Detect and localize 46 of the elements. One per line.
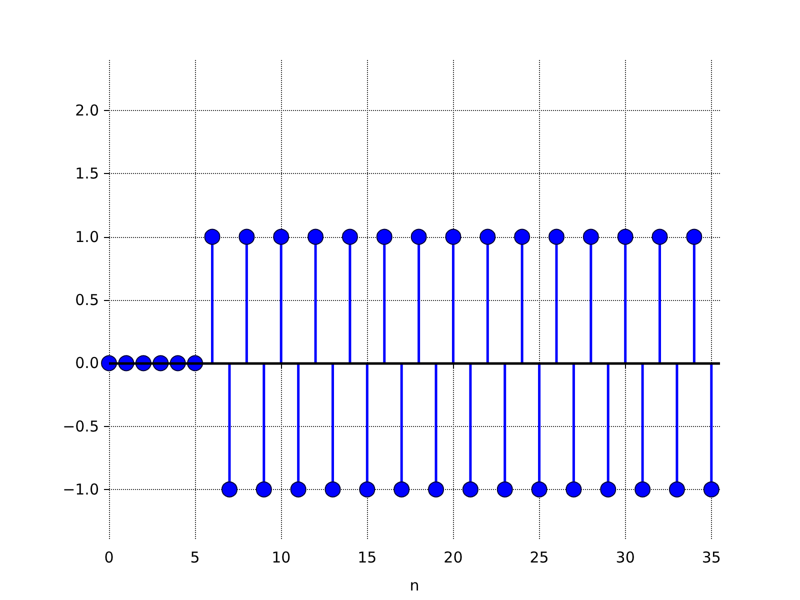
point: [376, 228, 392, 245]
point: [703, 481, 720, 498]
point: [652, 228, 668, 245]
point: [617, 228, 634, 245]
point: [221, 481, 238, 498]
point: [359, 481, 376, 498]
point: [582, 228, 599, 245]
point: [238, 228, 255, 245]
point: [462, 481, 478, 498]
y-tick-label: 1.5: [75, 164, 99, 183]
point: [204, 228, 220, 245]
x-tick-label: 5: [190, 548, 200, 566]
point: [290, 481, 306, 498]
x-tick-label: 25: [530, 548, 549, 566]
point: [273, 228, 290, 245]
y-tick-label: −0.5: [62, 417, 99, 436]
point: [410, 228, 427, 245]
point: [496, 481, 513, 498]
x-axis-title: n: [410, 576, 420, 594]
x-tick-label: 35: [702, 548, 721, 566]
y-tick-label: −1.0: [62, 480, 99, 498]
y-tick-label: 1.0: [75, 228, 99, 246]
y-tick-label: 0.0: [75, 354, 99, 372]
y-tick-label: 0.5: [75, 291, 99, 309]
point: [342, 228, 358, 245]
point: [324, 481, 341, 498]
point: [548, 228, 564, 245]
x-tick-label: 0: [104, 548, 114, 566]
point: [600, 481, 616, 498]
point: [686, 228, 702, 245]
point: [634, 481, 651, 498]
point: [428, 481, 444, 498]
x-tick-label: 20: [444, 548, 463, 566]
point: [668, 481, 685, 498]
point: [566, 481, 582, 498]
x-tick-label: 10: [272, 548, 291, 566]
point: [308, 228, 324, 245]
y-tick-label: 2.0: [75, 102, 99, 120]
point: [531, 481, 548, 498]
point: [514, 228, 530, 245]
point: [480, 228, 496, 245]
point: [256, 481, 272, 498]
point: [445, 228, 462, 245]
x-tick-label: 15: [358, 548, 377, 566]
x-tick-label: 30: [616, 548, 635, 566]
point: [394, 481, 410, 498]
